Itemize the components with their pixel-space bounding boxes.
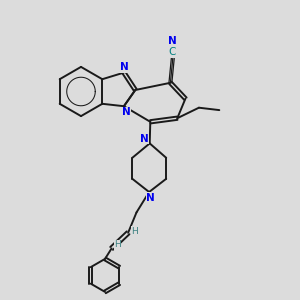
Text: H: H: [114, 240, 121, 249]
Text: N: N: [146, 193, 155, 203]
Text: N: N: [119, 62, 128, 72]
Text: N: N: [122, 107, 131, 117]
Text: N: N: [140, 134, 149, 144]
Text: N: N: [168, 36, 177, 46]
Text: C: C: [169, 47, 176, 57]
Text: H: H: [131, 227, 138, 236]
